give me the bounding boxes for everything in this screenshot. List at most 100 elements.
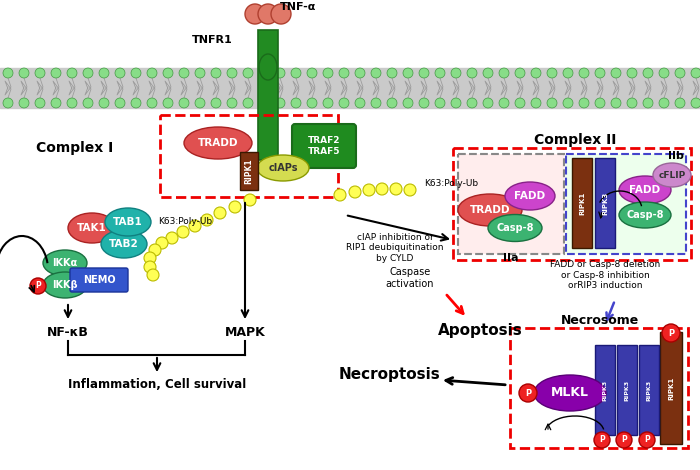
Text: IIb: IIb (668, 151, 684, 161)
Circle shape (35, 98, 45, 108)
Circle shape (131, 68, 141, 78)
Circle shape (227, 98, 237, 108)
Circle shape (67, 68, 77, 78)
Circle shape (147, 269, 159, 281)
Text: cIAP inhibition or
RIP1 deubiquitination
by CYLD: cIAP inhibition or RIP1 deubiquitination… (346, 233, 444, 263)
Ellipse shape (488, 214, 542, 242)
Text: TAB1: TAB1 (113, 217, 143, 227)
Bar (453, 148, 691, 260)
Circle shape (3, 68, 13, 78)
Circle shape (563, 68, 573, 78)
Circle shape (349, 186, 361, 198)
Circle shape (579, 68, 589, 78)
Text: RIPK3: RIPK3 (624, 379, 629, 400)
Bar (160, 115, 338, 197)
Text: IKKβ: IKKβ (52, 280, 78, 290)
Circle shape (99, 68, 109, 78)
Circle shape (595, 98, 605, 108)
Bar (566, 154, 686, 254)
Circle shape (339, 68, 349, 78)
Circle shape (515, 98, 525, 108)
Ellipse shape (105, 208, 151, 236)
Circle shape (195, 98, 205, 108)
Circle shape (616, 432, 632, 448)
Circle shape (307, 68, 317, 78)
Circle shape (179, 68, 189, 78)
Circle shape (627, 98, 637, 108)
Text: MAPK: MAPK (225, 326, 265, 338)
Circle shape (115, 98, 125, 108)
Circle shape (166, 232, 178, 244)
Circle shape (163, 68, 173, 78)
Circle shape (355, 98, 365, 108)
FancyBboxPatch shape (292, 124, 356, 168)
Circle shape (675, 68, 685, 78)
Circle shape (275, 68, 285, 78)
Circle shape (499, 98, 509, 108)
Circle shape (547, 98, 557, 108)
Circle shape (483, 98, 493, 108)
Circle shape (291, 98, 301, 108)
Circle shape (611, 98, 621, 108)
Text: IKKα: IKKα (52, 258, 78, 268)
Circle shape (144, 261, 156, 273)
Circle shape (275, 98, 285, 108)
Circle shape (639, 432, 655, 448)
Circle shape (675, 98, 685, 108)
Circle shape (83, 98, 93, 108)
Circle shape (67, 98, 77, 108)
Circle shape (227, 68, 237, 78)
Circle shape (371, 68, 381, 78)
Circle shape (627, 68, 637, 78)
Text: IIa: IIa (503, 253, 519, 263)
Circle shape (371, 98, 381, 108)
FancyBboxPatch shape (70, 268, 128, 292)
Text: Casp-8: Casp-8 (626, 210, 664, 220)
Circle shape (390, 183, 402, 195)
Bar (595, 345, 615, 435)
Bar (510, 328, 688, 448)
Circle shape (245, 4, 265, 24)
Circle shape (51, 98, 61, 108)
Circle shape (547, 68, 557, 78)
Text: RIPK1: RIPK1 (244, 158, 253, 184)
Circle shape (363, 184, 375, 196)
Bar (458, 154, 564, 254)
Text: FADD or Casp-8 deletion
or Casp-8 inhibition
orRIP3 induction: FADD or Casp-8 deletion or Casp-8 inhibi… (550, 260, 660, 290)
Bar (595, 158, 615, 248)
Text: P: P (35, 282, 41, 290)
Text: TAK1: TAK1 (77, 223, 107, 233)
Ellipse shape (619, 176, 671, 204)
Circle shape (259, 98, 269, 108)
Circle shape (451, 98, 461, 108)
Circle shape (115, 68, 125, 78)
Circle shape (531, 68, 541, 78)
Text: TAB2: TAB2 (109, 239, 139, 249)
Circle shape (659, 98, 669, 108)
Circle shape (483, 68, 493, 78)
Text: RIPK3: RIPK3 (647, 379, 652, 400)
Bar (458, 154, 564, 254)
Circle shape (144, 252, 156, 264)
Circle shape (156, 237, 168, 249)
Text: Inflammation, Cell survival: Inflammation, Cell survival (68, 378, 246, 392)
Circle shape (307, 98, 317, 108)
Circle shape (499, 68, 509, 78)
Text: Necroptosis: Necroptosis (339, 368, 441, 383)
Text: TNFR1: TNFR1 (193, 35, 233, 45)
Text: TRADD: TRADD (470, 205, 510, 215)
Text: Complex I: Complex I (36, 141, 113, 155)
Circle shape (387, 68, 397, 78)
Text: cFLIP: cFLIP (659, 171, 685, 180)
Text: TRAF2
TRAF5: TRAF2 TRAF5 (308, 136, 340, 156)
Circle shape (35, 68, 45, 78)
Text: RIPK3: RIPK3 (603, 379, 608, 400)
Ellipse shape (259, 54, 277, 80)
Circle shape (177, 226, 189, 238)
Text: TNF-α: TNF-α (280, 2, 316, 12)
Circle shape (323, 68, 333, 78)
Ellipse shape (505, 182, 555, 210)
Bar (572, 158, 592, 248)
Bar (258, 30, 278, 160)
Text: Necrosome: Necrosome (561, 313, 639, 327)
